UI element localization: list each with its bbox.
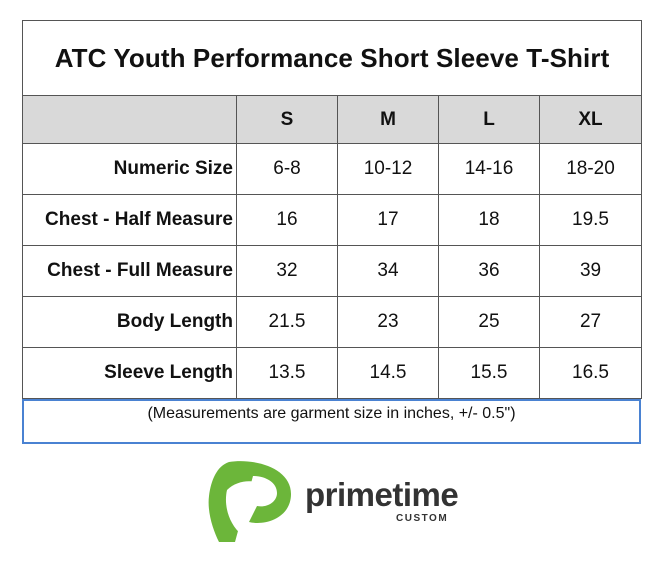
table-cell: 15.5 [438, 347, 540, 399]
table-cell: 21.5 [236, 296, 338, 348]
size-header-row: S M L XL [22, 95, 643, 144]
table-cell: 32 [236, 245, 338, 297]
header-blank-cell [22, 95, 237, 144]
table-cell: 27 [538, 296, 643, 348]
table-cell: 16.5 [538, 347, 643, 399]
table-cell: 19.5 [538, 194, 643, 246]
table-cell: 13.5 [236, 347, 338, 399]
size-header-l: L [438, 95, 540, 144]
brand-subtitle: CUSTOM [396, 513, 449, 524]
table-row: Chest - Full Measure 32 34 36 39 [22, 245, 643, 297]
table-row: Chest - Half Measure 16 17 18 19.5 [22, 194, 643, 246]
table-row: Body Length 21.5 23 25 27 [22, 296, 643, 348]
table-cell: 18 [438, 194, 540, 246]
measurement-note: (Measurements are garment size in inches… [22, 399, 641, 444]
table-cell: 34 [337, 245, 439, 297]
table-cell: 16 [236, 194, 338, 246]
size-chart: ATC Youth Performance Short Sleeve T-Shi… [21, 20, 643, 444]
table-cell: 10-12 [337, 143, 439, 195]
row-label-chest-full: Chest - Full Measure [22, 245, 237, 297]
table-cell: 14.5 [337, 347, 439, 399]
table-cell: 25 [438, 296, 540, 348]
table-cell: 23 [337, 296, 439, 348]
primetime-logo: primetime CUSTOM [205, 460, 465, 544]
chart-title: ATC Youth Performance Short Sleeve T-Shi… [21, 20, 643, 96]
row-label-chest-half: Chest - Half Measure [22, 194, 237, 246]
primetime-p-logo-icon [208, 461, 291, 542]
table-row: Numeric Size 6-8 10-12 14-16 18-20 [22, 143, 643, 195]
size-chart-table: ATC Youth Performance Short Sleeve T-Shi… [21, 20, 643, 399]
table-cell: 39 [538, 245, 643, 297]
row-label-numeric-size: Numeric Size [22, 143, 237, 195]
row-label-body-length: Body Length [22, 296, 237, 348]
table-row: Sleeve Length 13.5 14.5 15.5 16.5 [22, 347, 643, 399]
table-cell: 36 [438, 245, 540, 297]
size-header-m: M [337, 95, 439, 144]
size-header-xl: XL [538, 95, 643, 144]
table-cell: 17 [337, 194, 439, 246]
row-label-sleeve-length: Sleeve Length [22, 347, 237, 399]
table-cell: 14-16 [438, 143, 540, 195]
size-header-s: S [236, 95, 338, 144]
table-cell: 6-8 [236, 143, 338, 195]
table-cell: 18-20 [538, 143, 643, 195]
brand-name: primetime [305, 476, 459, 513]
